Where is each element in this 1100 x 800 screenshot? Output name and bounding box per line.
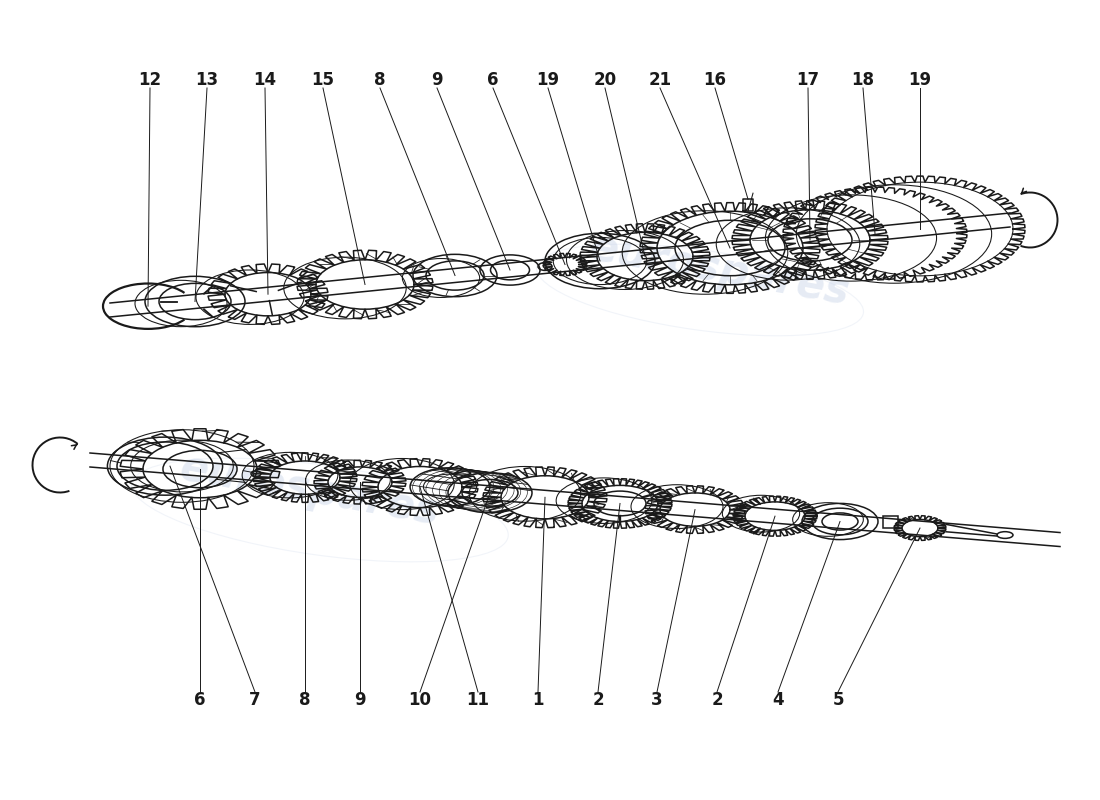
Text: 5: 5 bbox=[833, 691, 844, 709]
Text: 2: 2 bbox=[712, 691, 723, 709]
Text: eurospares: eurospares bbox=[177, 446, 443, 534]
Text: 15: 15 bbox=[311, 71, 334, 89]
Text: 17: 17 bbox=[796, 71, 820, 89]
Text: 1: 1 bbox=[532, 691, 543, 709]
Text: 11: 11 bbox=[466, 691, 490, 709]
Text: 8: 8 bbox=[299, 691, 310, 709]
Text: 8: 8 bbox=[374, 71, 386, 89]
Text: 16: 16 bbox=[704, 71, 726, 89]
Text: 19: 19 bbox=[537, 71, 560, 89]
Text: 9: 9 bbox=[431, 71, 443, 89]
Text: 7: 7 bbox=[250, 691, 261, 709]
Text: 13: 13 bbox=[196, 71, 219, 89]
Text: 4: 4 bbox=[772, 691, 784, 709]
Text: 12: 12 bbox=[139, 71, 162, 89]
Text: 9: 9 bbox=[354, 691, 366, 709]
Text: 6: 6 bbox=[487, 71, 498, 89]
Text: 14: 14 bbox=[253, 71, 276, 89]
Text: 20: 20 bbox=[593, 71, 617, 89]
Text: 2: 2 bbox=[592, 691, 604, 709]
Text: 6: 6 bbox=[195, 691, 206, 709]
Text: 18: 18 bbox=[851, 71, 874, 89]
Text: 3: 3 bbox=[651, 691, 663, 709]
Text: 19: 19 bbox=[909, 71, 932, 89]
Text: 21: 21 bbox=[648, 71, 672, 89]
Text: eurospares: eurospares bbox=[586, 226, 854, 314]
Text: 10: 10 bbox=[408, 691, 431, 709]
